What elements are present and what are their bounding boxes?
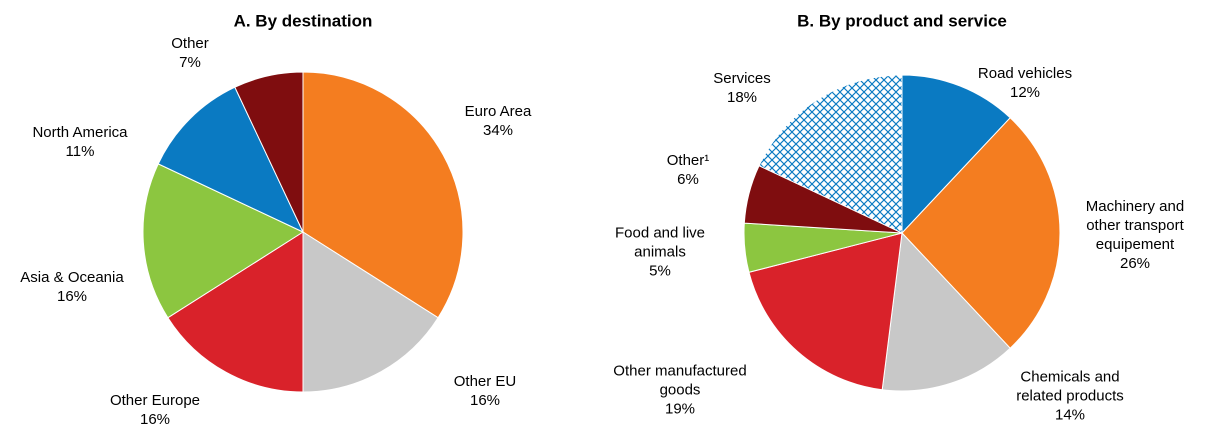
category-label: Other Europe	[109, 392, 201, 409]
value-label: 19%	[664, 400, 696, 418]
pie-slice	[167, 231, 304, 393]
pie-slice	[302, 71, 464, 319]
value-label: 16%	[139, 411, 171, 428]
value-label: 16%	[56, 288, 88, 305]
slice-label: Services 18%	[692, 69, 792, 107]
slice-label: Other manufactured goods 19%	[600, 362, 760, 419]
category-label: Other manufactured goods	[613, 362, 747, 399]
pie-slice	[901, 117, 1061, 349]
value-label: 18%	[726, 89, 758, 106]
slice-label: Food and live animals 5%	[605, 224, 715, 281]
category-label: Asia & Oceania	[20, 269, 124, 286]
pie-slice	[302, 231, 439, 393]
pie-slice	[157, 86, 305, 234]
pie-slice	[881, 231, 1011, 392]
value-label: 11%	[65, 143, 95, 160]
slice-label: Other EU 16%	[425, 372, 545, 410]
value-label: 6%	[677, 171, 699, 188]
value-label: 7%	[179, 54, 201, 71]
category-label: Chemicals and related products	[1016, 368, 1124, 405]
slice-label: Chemicals and related products 14%	[1000, 368, 1140, 425]
pie-slice	[901, 74, 1011, 235]
slice-label: North America 11%	[10, 123, 150, 161]
category-label: Other¹	[666, 152, 710, 169]
category-label: Other	[171, 35, 209, 52]
chart-title: A. By destination	[234, 11, 373, 30]
category-label: Road vehicles	[977, 65, 1073, 82]
chart-title: B. By product and service	[797, 11, 1007, 30]
slice-label: Euro Area 34%	[438, 102, 558, 140]
pie-slice	[142, 163, 305, 319]
category-label: Euro Area	[464, 103, 532, 120]
slice-label: Road vehicles 12%	[955, 64, 1095, 102]
category-label: Other EU	[453, 373, 517, 390]
slice-label: Other Europe 16%	[85, 391, 225, 429]
category-label: North America	[32, 124, 128, 141]
value-label: 12%	[1009, 84, 1041, 101]
pie-slice	[748, 232, 903, 391]
pie-slice	[234, 71, 304, 233]
value-label: 26%	[1119, 255, 1151, 272]
value-label: 14%	[1054, 406, 1086, 424]
pie-slice	[758, 74, 903, 234]
category-label: Machinery and other transport equipement	[1085, 198, 1185, 253]
category-label: Food and live animals	[614, 224, 706, 261]
slice-label: Other¹ 6%	[648, 151, 728, 189]
slice-label: Other 7%	[150, 34, 230, 72]
slice-label: Machinery and other transport equipement…	[1070, 197, 1200, 273]
value-label: 16%	[469, 392, 501, 409]
slice-label: Asia & Oceania 16%	[2, 268, 142, 306]
value-label: 34%	[482, 122, 514, 139]
value-label: 5%	[649, 262, 671, 280]
category-label: Services	[713, 70, 771, 87]
